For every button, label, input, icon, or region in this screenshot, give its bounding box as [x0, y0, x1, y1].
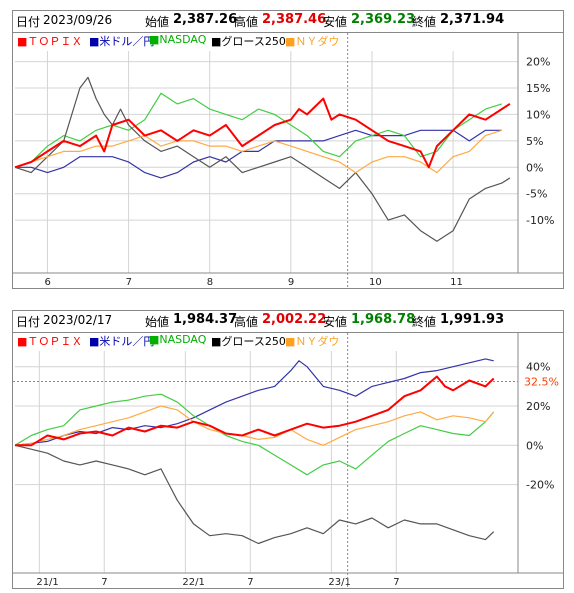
y-tick-label: 10%	[526, 108, 550, 121]
series-line-ＴＯＰＩＸ	[14, 97, 511, 169]
legend-topix: ■ＴＯＰＩＸ	[17, 335, 83, 348]
close-value: 1,991.93	[440, 312, 505, 327]
y-tick-label: -5%	[526, 188, 547, 201]
close-label: 終値	[412, 15, 437, 29]
legend-usdjpy: ■米ドル／円	[89, 35, 155, 48]
x-tick-label: 9	[288, 277, 294, 288]
cursor-value-label: 32.5%	[524, 375, 559, 388]
series-line-ＮＹダウ	[14, 129, 502, 174]
x-tick-label: 8	[207, 277, 213, 288]
x-tick-label: 21/1	[36, 577, 58, 588]
y-tick-label: 0%	[526, 439, 543, 452]
line-chart-1: 20% 15% 10% 5% 0% -5% -10% 6 7 8 9 10 11	[13, 33, 563, 288]
y-tick-label: -10%	[526, 214, 554, 227]
date-value: 2023/09/26	[43, 13, 113, 27]
series-line-ＴＯＰＩＸ	[15, 375, 495, 447]
high-label: 高値	[234, 315, 259, 329]
open-value: 2,387.26	[173, 12, 238, 27]
x-tick-label: 7	[126, 277, 132, 288]
low-label: 安値	[323, 15, 348, 29]
chart-panel-2: 日付 2023/02/17 始値 1,984.37 高値 2,002.22 安値…	[12, 310, 564, 589]
y-tick-label: 5%	[526, 135, 543, 148]
low-value: 1,968.78	[351, 312, 416, 327]
y-tick-label: 20%	[526, 56, 550, 69]
date-label: 日付	[16, 315, 41, 329]
high-value: 2,387.46	[262, 12, 327, 27]
legend-growth250: ■グロース250	[211, 35, 286, 48]
open-value: 1,984.37	[173, 312, 238, 327]
close-label: 終値	[412, 315, 437, 329]
x-tick-label: 10	[369, 277, 382, 288]
x-tick-label: 11	[450, 277, 463, 288]
open-label: 始値	[145, 315, 170, 329]
x-tick-label: 22/1	[182, 577, 204, 588]
y-tick-label: 0%	[526, 161, 543, 174]
close-value: 2,371.94	[440, 12, 505, 27]
line-chart-2: 40% 20% 0% -20% 21/1 7 22/1 7 23/1 7 32.5%	[13, 333, 563, 588]
price-header-1: 日付 2023/09/26 始値 2,387.26 高値 2,387.46 安値…	[13, 11, 563, 33]
x-tick-label: 7	[101, 577, 107, 588]
legend-nasdaq: ■NASDAQ	[149, 333, 207, 346]
y-tick-label: 20%	[526, 400, 550, 413]
y-tick-label: -20%	[526, 479, 554, 492]
low-label: 安値	[323, 315, 348, 329]
x-tick-label: 6	[44, 277, 50, 288]
series-line-NASDAQ	[14, 92, 502, 168]
legend-topix: ■ＴＯＰＩＸ	[17, 35, 83, 48]
x-tick-label: 7	[247, 577, 253, 588]
y-tick-label: 15%	[526, 82, 550, 95]
open-label: 始値	[145, 15, 170, 29]
high-label: 高値	[234, 15, 259, 29]
series-line-NASDAQ	[14, 393, 495, 476]
y-tick-label: 40%	[526, 361, 550, 374]
date-value: 2023/02/17	[43, 313, 113, 327]
series-line-米ドル／円	[15, 129, 502, 179]
date-label: 日付	[16, 15, 41, 29]
legend-usdjpy: ■米ドル／円	[89, 335, 155, 348]
legend-nasdaq: ■NASDAQ	[149, 33, 207, 46]
series-line-ＮＹダウ	[14, 405, 495, 446]
legend-growth250: ■グロース250	[211, 335, 286, 348]
series-line-グロース250	[14, 444, 495, 545]
legend-nydow: ■ＮＹダウ	[285, 35, 340, 48]
chart-panel-1: 日付 2023/09/26 始値 2,387.26 高値 2,387.46 安値…	[12, 10, 564, 289]
high-value: 2,002.22	[262, 312, 327, 327]
legend-1: ■ＴＯＰＩＸ ■米ドル／円 ■NASDAQ ■グロース250 ■ＮＹダウ	[13, 33, 523, 49]
low-value: 2,369.23	[351, 12, 416, 27]
legend-2: ■ＴＯＰＩＸ ■米ドル／円 ■NASDAQ ■グロース250 ■ＮＹダウ	[13, 333, 523, 349]
x-tick-label: 7	[393, 577, 399, 588]
x-tick-label: 23/1	[328, 577, 350, 588]
price-header-2: 日付 2023/02/17 始値 1,984.37 高値 2,002.22 安値…	[13, 311, 563, 333]
series-line-グロース250	[14, 76, 511, 242]
legend-nydow: ■ＮＹダウ	[285, 335, 340, 348]
